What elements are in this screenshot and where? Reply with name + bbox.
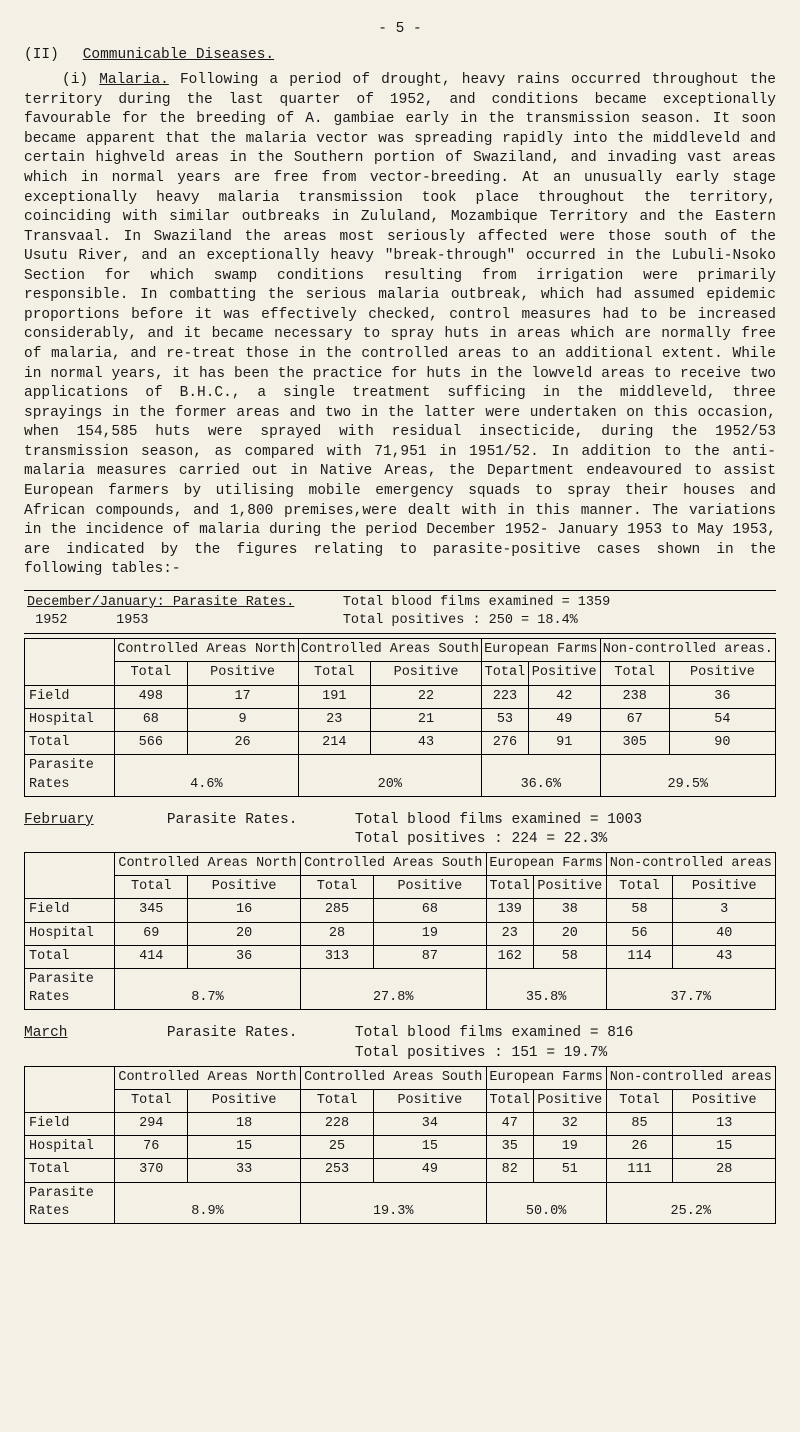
mar-table: Controlled Areas North Controlled Areas …: [24, 1066, 776, 1225]
table-row: Hospital 689 2321 5349 6754: [25, 708, 776, 731]
table-row: Field 49817 19122 22342 23836: [25, 685, 776, 708]
sub-title: Malaria.: [99, 72, 169, 88]
table-row: Parasite Rates 8.9% 19.3% 50.0% 25.2%: [25, 1182, 776, 1223]
sub-label: (i): [62, 72, 88, 88]
table-row: Total 56626 21443 27691 30590: [25, 732, 776, 755]
table-row: Parasite Rates 8.7% 27.8% 35.8% 37.7%: [25, 968, 776, 1009]
table-row: Parasite Rates 4.6% 20% 36.6% 29.5%: [25, 755, 776, 796]
table-row: Hospital 6920 2819 2320 5640: [25, 922, 776, 945]
col-cn: Controlled Areas North: [115, 639, 298, 662]
feb-title-c: Parasite Rates.: [167, 811, 347, 850]
table-row: Total 41436 31387 16258 11443: [25, 945, 776, 968]
section-roman: (II): [24, 46, 74, 66]
dec-sum1: Total blood films examined = 1359: [343, 595, 610, 610]
col-pos: Positive: [187, 662, 298, 685]
table-row: Field 29418 22834 4732 8513: [25, 1112, 776, 1135]
dec-year2: 1953: [116, 613, 148, 628]
table-block-mar: March Parasite Rates. Total blood films …: [24, 1024, 776, 1224]
feb-sum2: Total positives : 224 = 22.3%: [355, 831, 607, 847]
dec-table: Controlled Areas North Controlled Areas …: [24, 638, 776, 797]
section-title: Communicable Diseases.: [83, 47, 274, 63]
feb-table: Controlled Areas North Controlled Areas …: [24, 852, 776, 1011]
feb-sum1: Total blood films examined = 1003: [355, 812, 642, 828]
col-nc: Non-controlled areas.: [600, 639, 775, 662]
dec-title: December/January: Parasite Rates.: [27, 595, 294, 610]
table-row: Total 37033 25349 8251 11128: [25, 1159, 776, 1182]
mar-sum1: Total blood films examined = 816: [355, 1025, 633, 1041]
body-paragraph: (i) Malaria. Following a period of droug…: [24, 71, 776, 580]
dec-sum2: Total positives : 250 = 18.4%: [343, 613, 578, 628]
mar-title: March: [24, 1024, 159, 1063]
dec-year1: 1952: [35, 613, 67, 628]
col-tot: Total: [115, 662, 187, 685]
mar-sum2: Total positives : 151 = 19.7%: [355, 1045, 607, 1061]
col-cs: Controlled Areas South: [298, 639, 481, 662]
table-row: Field 34516 28568 13938 583: [25, 899, 776, 922]
feb-title: February: [24, 811, 159, 850]
table-block-dec-jan: December/January: Parasite Rates. 1952 1…: [24, 590, 776, 797]
col-ef: European Farms: [482, 639, 601, 662]
page-number: - 5 -: [24, 20, 776, 40]
body-text: Following a period of drought, heavy rai…: [24, 72, 776, 577]
table-block-feb: February Parasite Rates. Total blood fil…: [24, 811, 776, 1011]
table-row: Hospital 7615 2515 3519 2615: [25, 1136, 776, 1159]
mar-title-c: Parasite Rates.: [167, 1024, 347, 1063]
